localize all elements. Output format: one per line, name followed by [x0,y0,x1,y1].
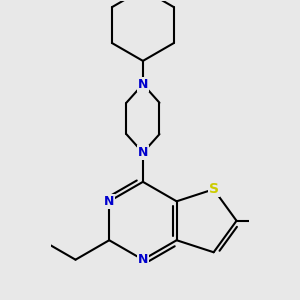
Text: N: N [138,146,148,159]
Text: N: N [104,195,114,208]
Text: N: N [138,78,148,91]
Text: S: S [208,182,219,196]
Text: N: N [138,253,148,266]
